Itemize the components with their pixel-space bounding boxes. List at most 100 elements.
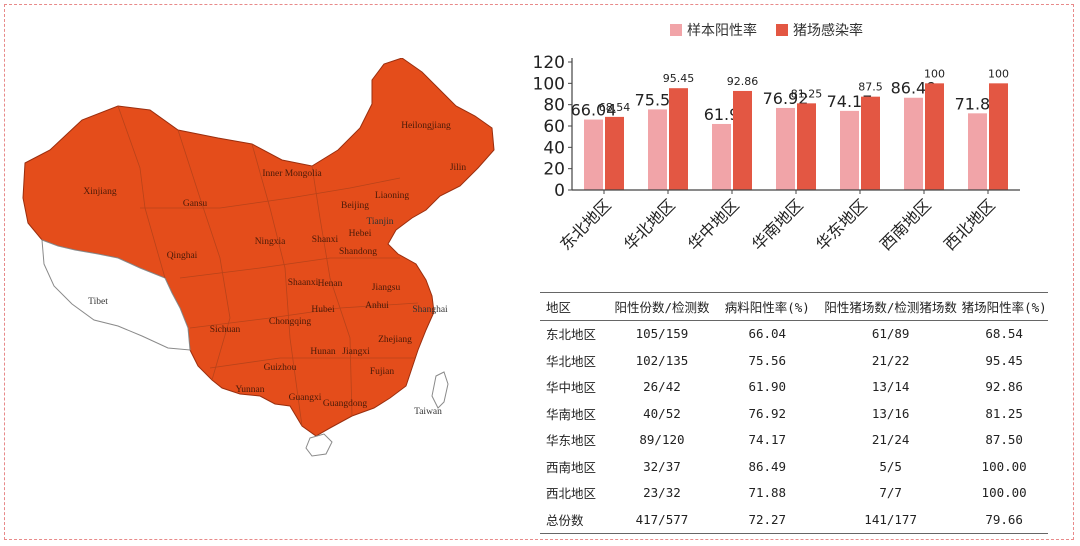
cell-farm-rate: 100.00 <box>981 458 1027 474</box>
header-positive-farms: 阳性猪场数/检测猪场数 <box>824 299 957 315</box>
map-label: Inner Mongolia <box>262 169 322 179</box>
map-label: Shaanxi <box>288 278 319 288</box>
bar-farm-infection-rate <box>669 88 688 190</box>
cell-positive-samples: 102/135 <box>635 352 689 368</box>
table-row: 华北地区 102/135 75.56 21/22 95.45 <box>540 347 1048 374</box>
data-label: 75.56 <box>635 90 681 109</box>
cell-region: 西北地区 <box>546 486 597 502</box>
map-region-fill <box>22 58 495 437</box>
table-row: 西南地区 32/37 86.49 5/5 100.00 <box>540 453 1048 480</box>
y-tick-label: 60 <box>543 117 565 137</box>
tibet-region <box>41 239 191 351</box>
y-tick-label: 0 <box>554 181 565 201</box>
cell-sample-rate: 76.92 <box>748 405 787 421</box>
cell-region: 华南地区 <box>546 406 597 422</box>
data-label: 86.49 <box>891 79 937 98</box>
data-label: 81.25 <box>791 87 823 100</box>
cell-positive-farms: 13/16 <box>871 405 910 421</box>
map-label: Fujian <box>370 367 395 377</box>
map-label: Qinghai <box>167 251 198 261</box>
header-positive-samples: 阳性份数/检测数 <box>614 299 710 315</box>
map-label: Jiangsu <box>372 283 401 293</box>
bar-sample-positive-rate <box>648 109 667 190</box>
table-row: 西北地区 23/32 71.88 7/7 100.00 <box>540 480 1048 507</box>
table-header-row: 地区 阳性份数/检测数 病料阳性率(%) 阳性猪场数/检测猪场数 猪场阳性率(%… <box>540 292 1048 320</box>
cell-positive-samples: 26/42 <box>643 379 681 395</box>
cell-farm-rate: 100.00 <box>981 485 1027 501</box>
hainan-island <box>305 433 333 457</box>
legend-label: 猪场感染率 <box>793 22 863 39</box>
bar-sample-positive-rate <box>840 110 859 190</box>
map-label: Guangxi <box>289 393 322 403</box>
map-label: Ningxia <box>255 237 286 247</box>
data-label: 66.04 <box>571 101 617 120</box>
cell-farm-rate: 68.54 <box>985 326 1023 342</box>
cell-farm-rate: 92.86 <box>985 379 1023 395</box>
data-label: 74.17 <box>827 92 873 111</box>
data-label: 76.92 <box>763 89 809 108</box>
cell-positive-farms: 141/177 <box>864 511 917 527</box>
cell-farm-rate: 87.50 <box>985 432 1023 448</box>
map-label: Heilongjiang <box>401 121 451 131</box>
legend-label: 样本阳性率 <box>687 22 757 39</box>
data-label: 71.88 <box>955 94 1001 113</box>
data-label: 61.9 <box>704 105 740 124</box>
cell-sample-rate: 61.90 <box>748 379 787 395</box>
map-label: Anhui <box>365 301 389 311</box>
y-tick-label: 40 <box>543 138 565 158</box>
map-label: Henan <box>318 279 343 289</box>
cell-farm-rate: 95.45 <box>985 352 1023 368</box>
cell-positive-samples: 32/37 <box>643 458 681 474</box>
y-tick-label: 100 <box>533 74 565 94</box>
cell-positive-farms: 7/7 <box>879 485 902 501</box>
data-label: 87.5 <box>858 81 883 94</box>
x-tick-label: 华北地区 <box>620 195 679 254</box>
map-label: Shandong <box>339 247 377 257</box>
bar-farm-infection-rate <box>925 83 944 190</box>
cell-sample-rate: 74.17 <box>748 432 787 448</box>
cell-sample-rate: 86.49 <box>748 458 787 474</box>
cell-farm-rate: 79.66 <box>985 511 1023 527</box>
cell-positive-farms: 13/14 <box>871 379 910 395</box>
map-label: Guizhou <box>264 363 297 373</box>
taiwan-island <box>431 371 449 409</box>
cell-positive-farms: 5/5 <box>879 458 902 474</box>
map-label: Zhejiang <box>378 335 412 345</box>
table-row: 华中地区 26/42 61.90 13/14 92.86 <box>540 374 1048 401</box>
bar-sample-positive-rate <box>968 113 987 190</box>
cell-region: 华北地区 <box>546 353 597 369</box>
legend-swatch <box>776 24 788 36</box>
map-label: Tianjin <box>366 217 393 227</box>
cell-positive-samples: 105/159 <box>635 326 689 342</box>
legend-swatch <box>670 24 682 36</box>
map-label: Jilin <box>450 163 467 173</box>
bar-farm-infection-rate <box>605 116 624 190</box>
bar-farm-infection-rate <box>861 96 880 190</box>
cell-positive-samples: 40/52 <box>643 405 681 421</box>
y-tick-label: 80 <box>543 96 565 116</box>
map-label: Hubei <box>311 305 335 315</box>
x-tick-label: 东北地区 <box>556 195 615 254</box>
header-farm-rate: 猪场阳性率(%) <box>961 299 1047 315</box>
cell-sample-rate: 75.56 <box>748 352 787 368</box>
y-tick-label: 120 <box>533 53 565 73</box>
map-label: Guangdong <box>323 399 368 409</box>
cell-sample-rate: 71.88 <box>748 485 787 501</box>
map-labels: Xinjiang Tibet Qinghai Gansu Inner Mongolia H… <box>83 121 466 417</box>
data-label: 68.54 <box>599 101 631 114</box>
table-row: 总份数 417/577 72.27 141/177 79.66 <box>540 506 1048 533</box>
cell-region: 华中地区 <box>546 380 597 396</box>
map-label: Chongqing <box>269 317 311 327</box>
bar-farm-infection-rate <box>989 83 1008 190</box>
bar-farm-infection-rate <box>797 103 816 190</box>
header-sample-rate: 病料阳性率(%) <box>724 299 810 315</box>
bar-sample-positive-rate <box>712 123 731 190</box>
header-region: 地区 <box>546 299 572 315</box>
map-label: Liaoning <box>375 191 410 201</box>
bar-sample-positive-rate <box>584 119 603 190</box>
table-row: 华南地区 40/52 76.92 13/16 81.25 <box>540 400 1048 427</box>
map-label: Yunnan <box>235 385 264 395</box>
cell-positive-samples: 417/577 <box>635 511 689 527</box>
